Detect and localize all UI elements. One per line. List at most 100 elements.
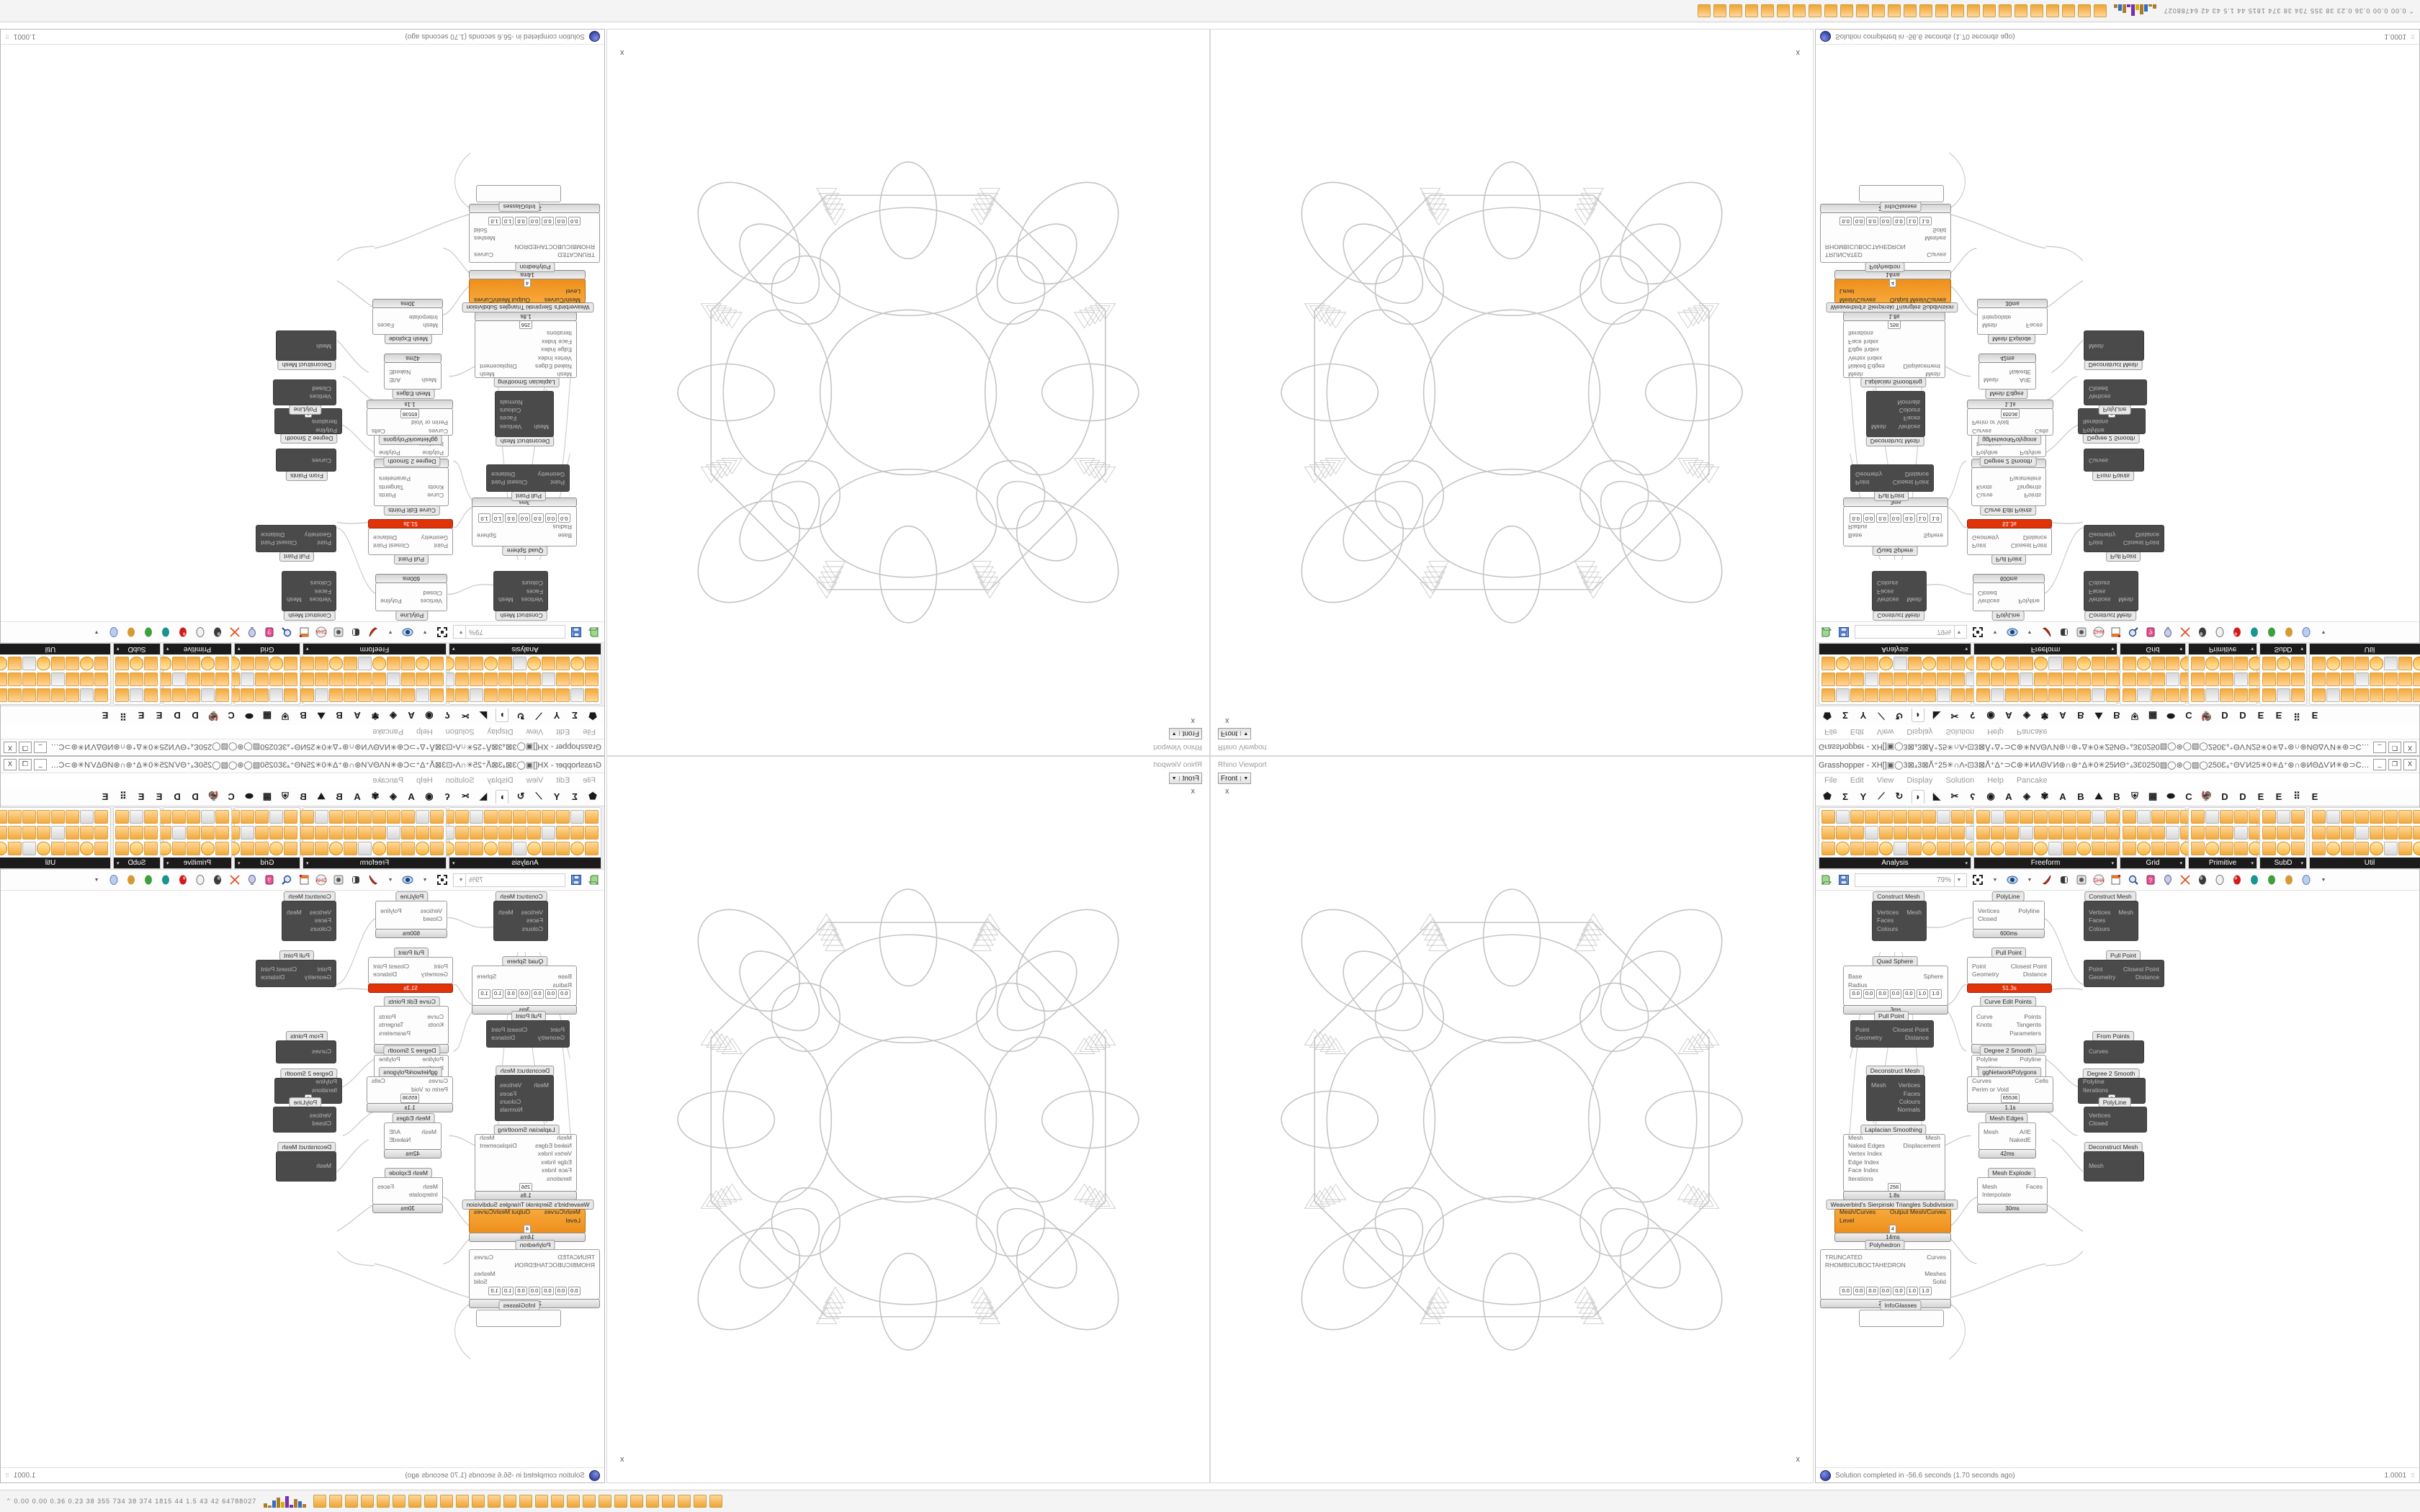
component-icon[interactable] bbox=[2413, 657, 2420, 670]
component-polyline-1[interactable]: Vertices Polyline Closed bbox=[1973, 901, 2045, 930]
component-name-quad-sphere[interactable]: Quad Sphere bbox=[502, 956, 548, 966]
component-icon[interactable] bbox=[37, 826, 50, 840]
component-pull-point-1[interactable]: Point Closest Point Geometry Distance bbox=[1967, 957, 2052, 984]
component-name-laplacian-smoothing[interactable]: Laplacian Smoothing bbox=[1860, 377, 1927, 387]
component-icon[interactable] bbox=[2034, 826, 2048, 840]
component-input-param[interactable]: Point bbox=[2089, 539, 2103, 547]
preview-eye-icon[interactable] bbox=[2006, 626, 2019, 639]
component-icon[interactable] bbox=[2034, 842, 2048, 855]
component-output-param[interactable]: Polyline bbox=[2020, 1056, 2041, 1063]
chevron-down-icon[interactable]: ▾ bbox=[2251, 646, 2254, 652]
component-icon[interactable] bbox=[585, 842, 599, 855]
close-button[interactable]: X bbox=[2403, 742, 2416, 753]
component-icon[interactable] bbox=[0, 688, 7, 702]
e2-tab[interactable]: E bbox=[138, 710, 145, 721]
component-input-param[interactable]: Closed bbox=[312, 385, 331, 392]
component-icon[interactable] bbox=[1922, 657, 1936, 670]
component-icon[interactable] bbox=[94, 672, 108, 686]
component-number-field[interactable]: 0.0 bbox=[558, 513, 570, 523]
sphere-dark-icon[interactable] bbox=[211, 626, 224, 639]
panel-icon-grid[interactable] bbox=[2120, 654, 2208, 704]
component-timer-pull-point-1[interactable]: 51.3s bbox=[1967, 519, 2052, 528]
component-icon[interactable] bbox=[2034, 672, 2048, 686]
component-icon[interactable] bbox=[2166, 688, 2179, 702]
component-icon[interactable] bbox=[115, 688, 129, 702]
component-icon[interactable] bbox=[2355, 826, 2369, 840]
component-icon[interactable] bbox=[570, 826, 584, 840]
component-output-param[interactable]: Distance bbox=[2022, 971, 2047, 978]
canvas-toolbar[interactable]: 79% ▼ ▼ ▼ GHA bbox=[1, 621, 604, 643]
bird-tab[interactable]: 🦃 bbox=[207, 791, 220, 801]
chevron-down-icon[interactable]: ▾ bbox=[1965, 860, 1968, 866]
component-icon[interactable] bbox=[513, 842, 526, 855]
component-name-ggnetworkpolygons[interactable]: ggNetworkPolygons bbox=[1978, 1067, 2041, 1077]
rhino-viewport[interactable]: Rhino Viewport Front ▼ x x bbox=[606, 756, 1210, 1483]
sphere-red-icon[interactable] bbox=[176, 626, 189, 639]
bird-tab[interactable]: 🦃 bbox=[207, 711, 220, 721]
component-icon[interactable] bbox=[2398, 688, 2412, 702]
component-icon[interactable] bbox=[130, 842, 143, 855]
help-icon[interactable]: ? bbox=[263, 626, 276, 639]
profiler-icon[interactable] bbox=[2075, 626, 2088, 639]
component-icon[interactable] bbox=[2137, 842, 2151, 855]
display-tab[interactable]: ◉ bbox=[1986, 711, 1995, 721]
curve-tab[interactable]: ↻ bbox=[1895, 791, 1904, 801]
component-input-param[interactable]: Point bbox=[434, 542, 448, 550]
component-icon[interactable] bbox=[470, 657, 483, 670]
component-icon[interactable] bbox=[1951, 657, 1965, 670]
component-number-field[interactable]: 0.0 bbox=[1879, 1286, 1892, 1295]
component-number-field[interactable]: 1.0 bbox=[478, 513, 490, 523]
component-icon[interactable] bbox=[329, 688, 343, 702]
component-icon[interactable] bbox=[8, 672, 22, 686]
component-timer-mesh-explode[interactable]: 30ms bbox=[372, 299, 443, 308]
component-output-param[interactable]: Cells bbox=[2035, 1077, 2048, 1085]
scissors-icon[interactable] bbox=[2179, 626, 2192, 639]
component-output-param[interactable]: Colours bbox=[500, 407, 521, 414]
component-icon[interactable] bbox=[144, 810, 158, 824]
component-icon[interactable] bbox=[542, 826, 555, 840]
tray-icon[interactable] bbox=[1824, 4, 1837, 17]
component-number-field[interactable]: 0.0 bbox=[1866, 217, 1878, 226]
component-panel-row[interactable]: Analysis ▾ Freeform ▾ Grid ▾ Primitive ▾ SubD ▾ Ut… bbox=[0, 643, 604, 706]
gh-canvas[interactable]: Construct Mesh Vertices Mesh Faces Colours Po… bbox=[1, 891, 604, 1467]
zoom-extents-icon[interactable] bbox=[436, 873, 449, 886]
component-input-param[interactable]: Point bbox=[317, 965, 331, 973]
component-name-construct-mesh-1[interactable]: Construct Mesh bbox=[496, 611, 547, 621]
maths-tab[interactable]: Σ bbox=[572, 791, 578, 802]
component-input-param[interactable]: Naked Edges bbox=[534, 363, 572, 370]
component-icon[interactable] bbox=[2398, 842, 2412, 855]
component-icon[interactable] bbox=[2312, 842, 2326, 855]
component-panel-row[interactable]: Analysis ▾ Freeform ▾ Grid ▾ Primitive ▾ SubD ▾ Ut… bbox=[0, 806, 604, 869]
a-tab[interactable]: A bbox=[2005, 791, 2012, 802]
component-icon[interactable] bbox=[37, 657, 50, 670]
component-icon[interactable] bbox=[2106, 826, 2120, 840]
component-output-param[interactable]: Solid bbox=[1932, 226, 1946, 234]
component-icon[interactable] bbox=[1850, 672, 1864, 686]
component-icon[interactable] bbox=[2220, 672, 2233, 686]
component-name-from-points[interactable]: From Points bbox=[2092, 1031, 2134, 1041]
component-output-param[interactable]: Faces bbox=[1903, 1089, 1920, 1097]
d-tab[interactable]: D bbox=[2221, 710, 2228, 721]
component-output-param[interactable]: Normals bbox=[1897, 1106, 1920, 1114]
shield-tab[interactable]: ⛨ bbox=[282, 711, 289, 721]
component-number-field[interactable]: 256 bbox=[1887, 1183, 1901, 1191]
component-input-param[interactable]: Naked Edges bbox=[1848, 1142, 1886, 1149]
component-icon[interactable] bbox=[144, 842, 158, 855]
open-file-icon[interactable] bbox=[1820, 873, 1833, 886]
component-input-param[interactable]: Mesh bbox=[557, 1134, 572, 1141]
component-input-param[interactable]: Closed bbox=[423, 915, 442, 922]
component-number-field[interactable]: 0.0 bbox=[518, 513, 531, 523]
chevron-down-icon[interactable]: ▾ bbox=[238, 860, 241, 866]
component-name-from-points[interactable]: From Points bbox=[286, 1031, 328, 1041]
component-panel-primitive[interactable]: Primitive ▾ bbox=[143, 643, 232, 705]
component-input-param[interactable]: Perim or Void bbox=[1972, 1085, 2009, 1093]
component-icon[interactable] bbox=[484, 842, 498, 855]
chevron-down-icon[interactable]: ▾ bbox=[2300, 860, 2303, 866]
component-value-fields[interactable]: 256 bbox=[1844, 1183, 1945, 1191]
component-icon[interactable] bbox=[2205, 688, 2219, 702]
a-tab[interactable]: A bbox=[408, 791, 415, 802]
d-tab[interactable]: D bbox=[2221, 791, 2228, 802]
component-output-param[interactable]: Distance bbox=[1904, 1034, 1929, 1041]
a-tab[interactable]: A bbox=[408, 710, 415, 721]
ribbon-tab-bar[interactable]: ⬟ Σ Y ⟋ ↻ ◗ ◣ ✂ ʕ ◉ A ◈ ✾ A B ⛰ B ⛨ ▦ ⬬ C 🦃 D D E E ⠿ E bbox=[1816, 787, 2419, 806]
